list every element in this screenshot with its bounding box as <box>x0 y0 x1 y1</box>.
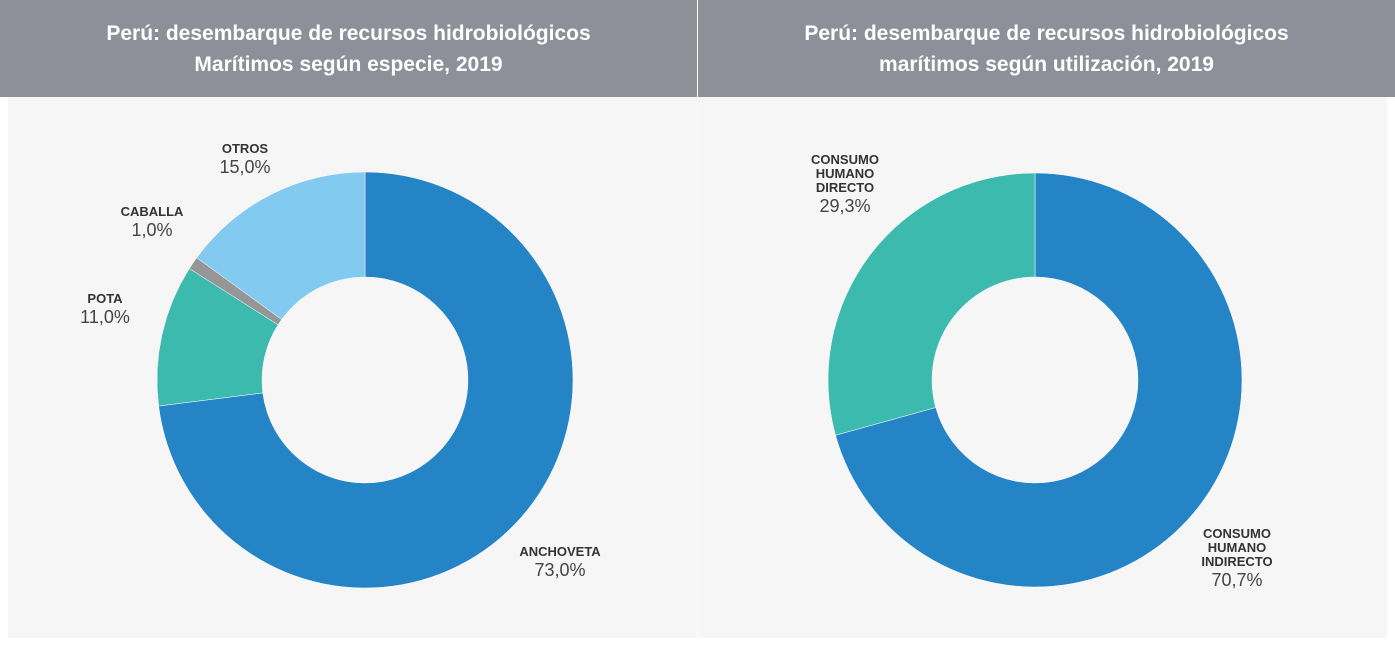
slice-label: POTA 11,0% <box>60 292 150 328</box>
value-label: 29,3% <box>819 196 871 216</box>
category-label: POTA <box>87 291 123 306</box>
slice-label: CONSUMO HUMANO DIRECTO 29,3% <box>800 153 890 217</box>
value-label: 73,0% <box>534 560 586 580</box>
value-label: 1,0% <box>131 220 173 240</box>
category-label: OTROS <box>221 141 269 156</box>
slice-label: OTROS 15,0% <box>200 142 290 178</box>
slice-label: CONSUMO HUMANO INDIRECTO 70,7% <box>1192 527 1282 591</box>
slice <box>835 172 1243 588</box>
value-label: 70,7% <box>1211 570 1263 590</box>
value-label: 15,0% <box>219 157 271 177</box>
category-label: CONSUMO HUMANO DIRECTO <box>811 152 879 195</box>
title-line: marítimos según utilización, 2019 <box>879 52 1214 76</box>
header: Perú: desembarque de recursos hidrobioló… <box>698 0 1395 97</box>
category-label: CONSUMO HUMANO INDIRECTO <box>1201 526 1273 569</box>
title-line: Marítimos según especie, 2019 <box>194 52 503 76</box>
slice <box>827 172 1036 436</box>
header: Perú: desembarque de recursos hidrobioló… <box>0 0 697 97</box>
slice <box>158 171 574 589</box>
category-label: ANCHOVETA <box>519 544 601 559</box>
value-label: 11,0% <box>80 307 130 327</box>
slice-label: CABALLA 1,0% <box>107 205 197 241</box>
slice <box>196 171 366 320</box>
title-line: Perú: desembarque de recursos hidrobioló… <box>804 21 1289 45</box>
category-label: CABALLA <box>120 204 184 219</box>
title-line: Perú: desembarque de recursos hidrobioló… <box>106 21 591 45</box>
slice-label: ANCHOVETA 73,0% <box>515 545 605 581</box>
